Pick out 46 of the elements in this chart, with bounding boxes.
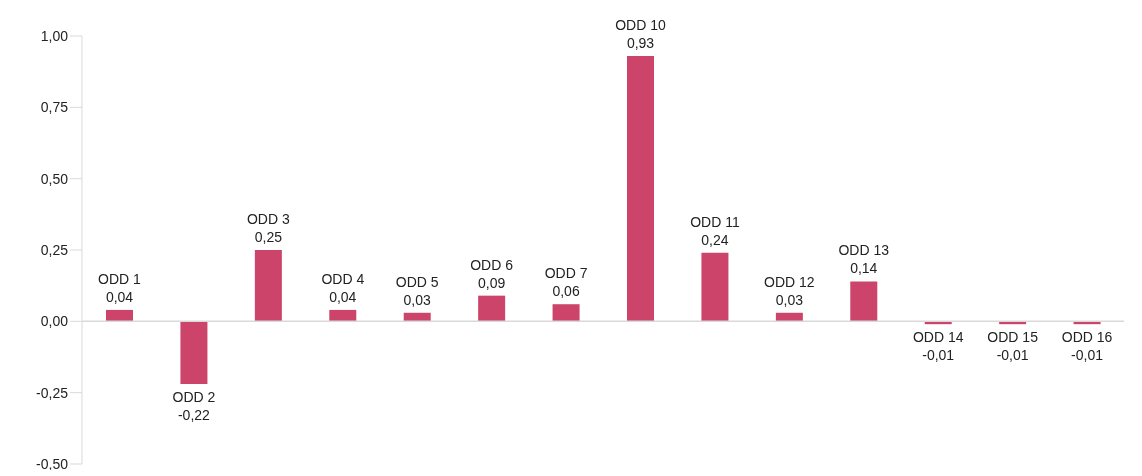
data-label: -0,01	[1071, 347, 1104, 364]
y-tick-label: 0,25	[40, 241, 69, 258]
data-label: -0,01	[922, 347, 955, 364]
y-tick-label: -0,50	[36, 455, 69, 472]
data-label: 0,06	[552, 283, 580, 300]
x-tick-label: ODD 7	[544, 265, 588, 282]
x-tick-label: ODD 11	[690, 213, 740, 230]
data-label: 0,04	[329, 288, 357, 305]
x-tick-label: ODD 12	[764, 273, 815, 290]
x-tick-label: ODD 14	[912, 329, 964, 346]
bar	[329, 309, 357, 322]
x-tick-label: ODD 10	[615, 16, 666, 33]
bar	[850, 281, 878, 322]
y-tick-label: -0,25	[36, 384, 69, 401]
data-label: 0,93	[626, 34, 655, 51]
y-tick-label: 1,00	[40, 27, 69, 44]
bar	[478, 295, 506, 322]
data-label: 0,24	[701, 231, 729, 248]
data-label: 0,04	[105, 288, 134, 305]
data-label: 0,14	[850, 260, 878, 277]
data-label: 0,25	[254, 229, 283, 245]
data-label: -0,22	[177, 407, 211, 424]
data-label: 0,03	[775, 291, 804, 308]
y-tick-label: 0,75	[40, 99, 69, 116]
data-label: 0,09	[478, 274, 506, 291]
x-tick-label: ODD 16	[1061, 329, 1113, 346]
data-label: -0,01	[996, 347, 1029, 364]
x-tick-label: ODD 5	[395, 273, 439, 290]
data-label: 0,03	[403, 291, 432, 308]
bar	[106, 309, 133, 322]
bar	[403, 312, 431, 322]
x-tick-label: ODD 4	[321, 270, 365, 287]
x-tick-label: ODD 15	[987, 329, 1039, 346]
x-tick-label: ODD 2	[172, 389, 216, 406]
bar	[701, 252, 729, 322]
bar	[552, 304, 580, 322]
x-tick-label: ODD 3	[246, 211, 290, 227]
y-tick-label: 0,00	[40, 313, 69, 330]
bar	[627, 55, 654, 322]
y-tick-label: 0,50	[40, 170, 69, 187]
x-tick-label: ODD 6	[470, 256, 514, 273]
x-tick-label: ODD 13	[838, 242, 890, 259]
x-tick-label: ODD 1	[98, 270, 142, 287]
bar	[180, 321, 208, 385]
bar	[775, 312, 803, 322]
bar	[254, 250, 282, 322]
